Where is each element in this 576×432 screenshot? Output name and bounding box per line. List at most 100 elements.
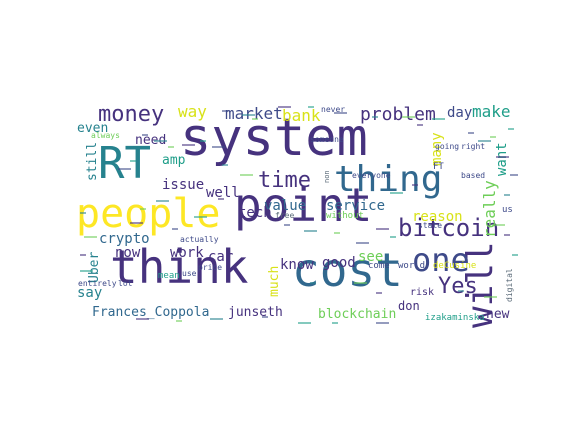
cloud-word-us: us (502, 205, 513, 215)
cloud-word-reason: reason (412, 209, 463, 225)
cloud-word-thing: thing (334, 159, 443, 200)
cloud-word-price: price (198, 263, 223, 272)
cloud-micro-word (484, 296, 497, 298)
cloud-micro-word (252, 118, 258, 120)
cloud-word-people: people (76, 191, 221, 237)
cloud-word-digital: digital (505, 267, 514, 302)
cloud-word-bitcoin: bitcoin (398, 214, 500, 242)
cloud-word-make: make (472, 104, 511, 121)
cloud-word-going: going (435, 142, 460, 151)
cloud-micro-word (417, 124, 423, 126)
cloud-word-car: car (208, 249, 234, 265)
cloud-micro-word (210, 318, 223, 320)
cloud-micro-word (142, 134, 148, 136)
cloud-micro-word (334, 112, 347, 114)
cloud-micro-word (376, 292, 382, 294)
cloud-word-use: use (182, 269, 197, 278)
cloud-micro-word (80, 254, 86, 256)
cloud-micro-word (412, 184, 418, 186)
cloud-micro-word (468, 132, 474, 134)
cloud-word-new: new (486, 307, 510, 322)
cloud-word-blockchain: blockchain (318, 307, 397, 322)
cloud-word-mean: mean (158, 271, 180, 281)
cloud-micro-word (334, 232, 340, 234)
cloud-micro-word (508, 128, 514, 130)
cloud-word-really: really (480, 179, 499, 238)
cloud-word-market: market (225, 106, 283, 122)
cloud-word-day: day (447, 105, 473, 121)
cloud-micro-word (356, 242, 369, 244)
cloud-word-problem: problem (360, 104, 436, 125)
cloud-micro-word (510, 174, 518, 176)
cloud-micro-word (200, 140, 206, 142)
word-cloud: system point think cost people RT thing will one… (72, 104, 518, 328)
cloud-micro-word (222, 110, 228, 112)
cloud-micro-word (80, 212, 86, 214)
cloud-word-right: right (461, 142, 486, 151)
cloud-word-frances-coppola: Frances_Coppola (92, 305, 210, 320)
cloud-word-way: way (178, 104, 207, 121)
cloud-word-someone: someone (310, 135, 344, 144)
cloud-word-don: don (398, 299, 420, 313)
cloud-micro-word (130, 160, 136, 162)
cloud-micro-word (310, 282, 316, 284)
cloud-micro-word (118, 168, 131, 170)
cloud-word-never: never (321, 105, 346, 114)
cloud-word-izakaminska: izakaminska (425, 313, 485, 323)
cloud-micro-word (332, 322, 338, 324)
cloud-micro-word (376, 322, 389, 324)
cloud-word-risk: risk (410, 287, 435, 298)
cloud-word-based: based (461, 171, 486, 180)
cloud-word-amp: amp (162, 153, 186, 168)
cloud-word-without: without (326, 211, 364, 221)
cloud-word-free: free (275, 211, 295, 220)
cloud-word-now: now (115, 245, 141, 261)
cloud-word-think: think (110, 240, 249, 294)
cloud-micro-word (140, 208, 146, 210)
cloud-micro-word (218, 198, 224, 200)
cloud-word-service: service (326, 198, 386, 214)
cloud-micro-word (432, 118, 445, 120)
cloud-micro-word (490, 136, 496, 138)
cloud-micro-word (478, 140, 491, 142)
cloud-micro-word (156, 200, 169, 202)
cloud-micro-word (130, 222, 143, 224)
cloud-micro-word (304, 230, 317, 232)
cloud-word-need: need (135, 133, 167, 148)
cloud-micro-word (390, 192, 403, 194)
cloud-micro-word (278, 106, 291, 108)
cloud-word-everyone: everyone (352, 171, 391, 180)
cloud-micro-word (172, 228, 178, 230)
cloud-word-tech: tech (238, 205, 272, 221)
cloud-micro-word (176, 320, 182, 322)
cloud-word-yes: Yes (438, 274, 478, 299)
cloud-micro-word (262, 316, 268, 318)
cloud-micro-word (240, 174, 253, 176)
cloud-micro-word (402, 116, 415, 118)
cloud-word-always: always (91, 131, 120, 140)
cloud-micro-word (136, 318, 149, 320)
cloud-micro-word (504, 234, 510, 236)
cloud-word-good: good (322, 255, 356, 271)
cloud-word-actually: actually (180, 235, 219, 244)
cloud-micro-word (194, 216, 207, 218)
cloud-micro-word (182, 144, 195, 146)
cloud-word-ft: FT (433, 162, 444, 172)
cloud-word-non: non (323, 169, 331, 183)
cloud-micro-word (242, 114, 255, 116)
cloud-micro-word (390, 236, 396, 238)
cloud-word-see: see (358, 249, 384, 265)
cloud-word-decusine: deCusine (433, 261, 477, 271)
cloud-micro-word (496, 156, 509, 158)
cloud-micro-word (84, 236, 97, 238)
cloud-micro-word (284, 224, 290, 226)
cloud-word-work: work (170, 245, 204, 261)
cloud-word-system: system (180, 108, 368, 168)
cloud-word-still: still (85, 141, 100, 181)
cloud-micro-word (512, 254, 518, 256)
cloud-word-world: world (398, 261, 426, 271)
cloud-word-bank: bank (282, 106, 321, 125)
cloud-word-time: time (258, 168, 311, 193)
cloud-word-state: state (418, 221, 443, 230)
cloud-word-point: point (234, 178, 373, 232)
